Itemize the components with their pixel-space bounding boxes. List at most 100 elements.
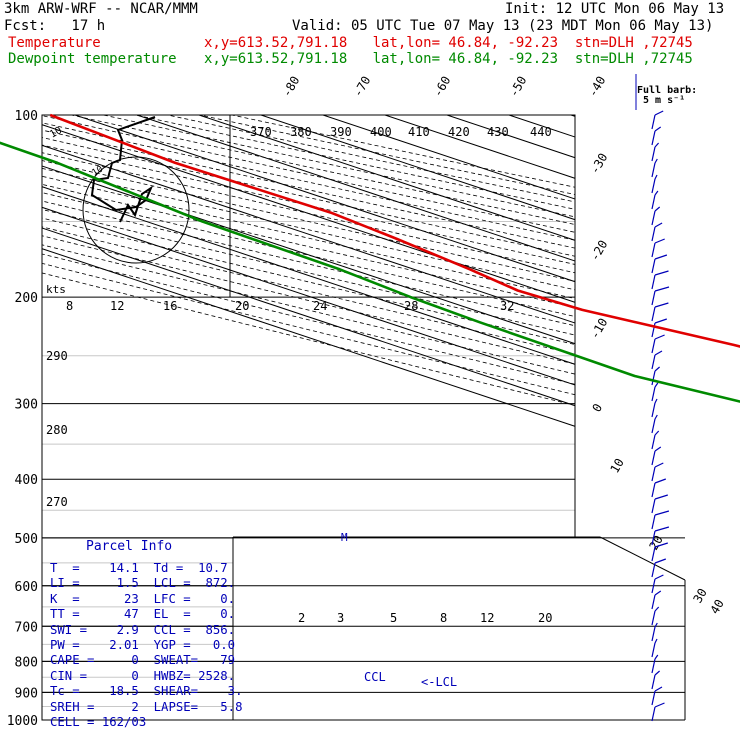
parcel-row: PW = 2.01 YGP = 0.0 <box>50 638 236 652</box>
speed-label: 24 <box>313 299 327 313</box>
wind-barb <box>651 414 658 434</box>
speed-label: 16 <box>163 299 177 313</box>
isotherm-label: 0 <box>589 401 605 414</box>
wind-barb <box>651 238 665 258</box>
mixing-ratio-label: 20 <box>538 611 552 625</box>
speed-label: 8 <box>66 299 73 313</box>
parcel-row: LI = 1.5 LCL = 872. <box>50 576 236 591</box>
theta-e-label: 400 <box>370 125 392 139</box>
dry-adiabat <box>42 235 575 365</box>
isotherm-label: -30 <box>587 151 610 177</box>
parcel-row: CAPE = 0 SWEAT= 79 <box>50 653 236 668</box>
pressure-label-700: 700 <box>15 620 38 635</box>
wind-barb <box>651 158 658 178</box>
isotherm-label: -20 <box>587 238 610 264</box>
pressure-label-100: 100 <box>15 109 38 124</box>
wind-barb <box>651 430 660 450</box>
isotherm-label: 20 <box>646 533 665 553</box>
barb-legend-units: 5 m s⁻¹ <box>643 95 685 106</box>
wind-barb <box>651 670 660 690</box>
speed-label: 20 <box>235 299 249 313</box>
isotherm <box>695 115 740 720</box>
dewpoint-profile <box>0 141 740 403</box>
init-time: Init: 12 UTC Mon 06 May 13 <box>505 1 725 17</box>
pressure-label-200: 200 <box>15 291 38 306</box>
wind-barb <box>651 142 660 162</box>
model-title: 3km ARW-WRF -- NCAR/MMM <box>4 1 198 17</box>
pressure-label-900: 900 <box>15 686 38 701</box>
parcel-row: Tc = 18.5 SHEAR= 3. <box>50 684 243 699</box>
wind-barb <box>651 686 663 706</box>
mixing-ratio-label: 3 <box>337 611 344 625</box>
wind-barb <box>651 270 669 290</box>
wind-barb <box>651 590 662 610</box>
mixing-ratio-label: 2 <box>298 611 305 625</box>
mixing-ratio-label: 12 <box>480 611 494 625</box>
wind-barb <box>651 190 659 210</box>
pressure-label-800: 800 <box>15 655 38 670</box>
wind-barb <box>651 542 668 562</box>
wind-barb <box>651 510 670 530</box>
valid-time: Valid: 05 UTC Tue 07 May 13 (23 MDT Mon … <box>292 18 714 34</box>
wind-barb <box>651 622 658 642</box>
isotherm <box>74 115 575 283</box>
wind-barb <box>651 494 668 514</box>
theta-label: 280 <box>46 423 68 437</box>
parcel-row: CELL = 162/03 <box>50 715 147 729</box>
theta-label: 290 <box>46 349 68 363</box>
isotherm <box>136 115 575 262</box>
barb-legend-title: Full barb: <box>637 85 697 96</box>
parcel-row: TT = 47 EL = 0. <box>50 607 236 622</box>
speed-label: 32 <box>500 299 514 313</box>
mixing-ratio-label: 5 <box>390 611 397 625</box>
wind-barb <box>651 654 659 674</box>
lcl-annotation: <-LCL <box>421 675 457 689</box>
theta-e-label: 440 <box>530 125 552 139</box>
pressure-label-1000: 1000 <box>7 714 38 729</box>
pressure-label-500: 500 <box>15 532 38 547</box>
wind-barb <box>651 350 663 370</box>
hodograph-ring <box>82 156 190 264</box>
hodograph-ring-label: 10 <box>91 165 105 179</box>
isotherm-label: -10 <box>587 316 610 342</box>
hodograph-ring-label: 10 <box>48 125 64 141</box>
wind-barb <box>651 638 658 658</box>
wind-barb <box>651 526 670 546</box>
dewpoint-location: x,y=613.52,791.18 lat,lon= 46.84, -92.23… <box>204 51 693 67</box>
wind-barb <box>651 382 659 402</box>
mixing-ratio-label: 8 <box>440 611 447 625</box>
isotherm <box>42 248 575 427</box>
parcel-row: T = 14.1 Td = 10.7 <box>50 561 228 575</box>
wind-barb <box>651 222 663 242</box>
wind-barb <box>651 286 670 306</box>
temperature-legend-label: Temperature <box>8 35 101 51</box>
hodograph-units: kts <box>46 283 66 296</box>
wind-barb <box>651 110 664 130</box>
wind-barb <box>651 398 658 418</box>
wind-barb <box>651 126 662 146</box>
isotherm <box>42 124 575 303</box>
isotherm <box>42 186 575 365</box>
speed-label: 28 <box>404 299 418 313</box>
isotherm-label: 40 <box>707 597 726 617</box>
wind-barb <box>651 702 665 722</box>
wind-barb <box>651 366 660 386</box>
isotherm <box>198 115 575 241</box>
wind-barb <box>651 574 664 594</box>
melting-level-annotation: M <box>341 531 348 544</box>
theta-e-label: 380 <box>290 125 312 139</box>
theta-e-label: 410 <box>408 125 430 139</box>
isotherm <box>42 144 575 324</box>
theta-e-label: 420 <box>448 125 470 139</box>
temperature-profile <box>49 113 740 348</box>
parcel-row: CIN = 0 HWBZ= 2528. <box>50 668 236 683</box>
wind-barb <box>651 462 664 482</box>
wind-barb <box>651 302 669 322</box>
pressure-label-400: 400 <box>15 473 38 488</box>
theta-e-label: 370 <box>250 125 272 139</box>
panel-edge <box>599 536 686 581</box>
ccl-annotation: CCL <box>364 670 386 684</box>
dry-adiabat <box>42 253 575 385</box>
isotherm-label: -70 <box>350 74 373 100</box>
